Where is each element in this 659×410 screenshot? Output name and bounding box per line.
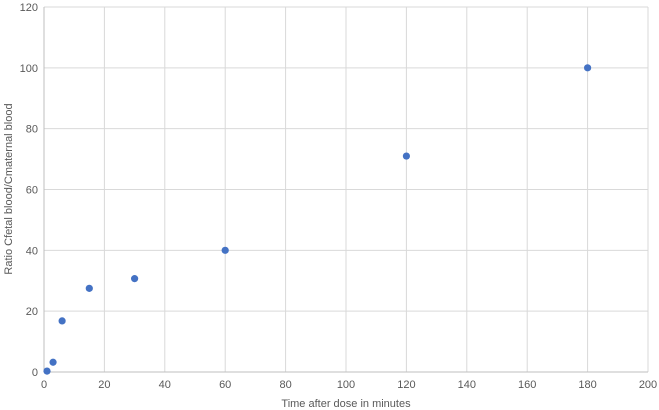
y-tick-label: 120 bbox=[20, 2, 38, 14]
y-tick-labels: 0 20 40 60 80 100 120 bbox=[20, 2, 38, 379]
y-tick-label: 60 bbox=[26, 185, 38, 197]
data-point bbox=[58, 317, 66, 325]
y-tick-label: 40 bbox=[26, 245, 38, 257]
y-axis-title: Ratio Cfetal blood/Cmaternal blood bbox=[3, 103, 15, 274]
x-tick-label: 60 bbox=[219, 379, 231, 391]
y-tick-label: 0 bbox=[32, 367, 38, 379]
x-tick-label: 100 bbox=[337, 379, 355, 391]
x-tick-labels: 0 20 40 60 80 100 120 140 160 180 200 bbox=[41, 379, 657, 391]
data-points bbox=[43, 64, 592, 375]
y-tick-label: 100 bbox=[20, 63, 38, 75]
data-point bbox=[43, 367, 51, 375]
data-point bbox=[85, 284, 93, 292]
data-point bbox=[49, 358, 57, 366]
x-tick-label: 80 bbox=[279, 379, 291, 391]
x-tick-label: 180 bbox=[578, 379, 596, 391]
data-point bbox=[584, 64, 592, 72]
x-tick-label: 20 bbox=[98, 379, 110, 391]
x-axis-title: Time after dose in minutes bbox=[281, 398, 411, 410]
y-tick-label: 80 bbox=[26, 124, 38, 136]
data-point bbox=[221, 246, 229, 254]
data-point bbox=[131, 275, 139, 283]
x-tick-label: 40 bbox=[159, 379, 171, 391]
y-tick-label: 20 bbox=[26, 306, 38, 318]
x-tick-label: 200 bbox=[639, 379, 657, 391]
x-tick-label: 120 bbox=[397, 379, 415, 391]
grid-lines bbox=[44, 6, 649, 372]
x-tick-label: 140 bbox=[458, 379, 476, 391]
data-point bbox=[402, 152, 410, 160]
axes bbox=[43, 7, 648, 373]
x-tick-label: 160 bbox=[518, 379, 536, 391]
x-tick-label: 0 bbox=[41, 379, 47, 391]
